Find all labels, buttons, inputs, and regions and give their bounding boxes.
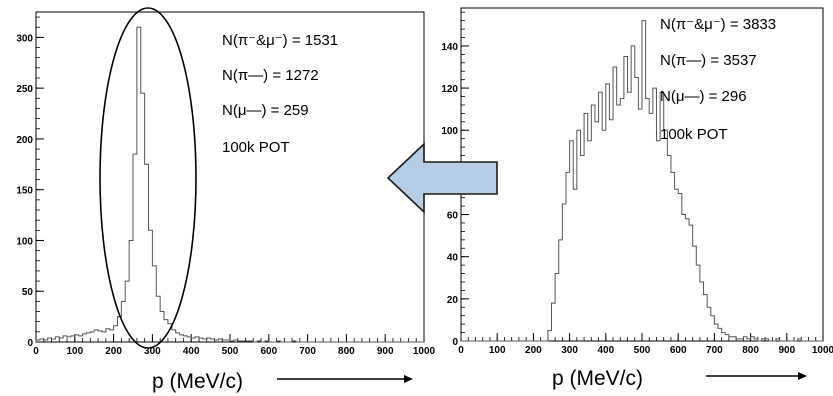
left-plot-frame xyxy=(35,11,425,343)
left-x-axis-title: p (MeV/c) xyxy=(152,370,243,393)
left-x-axis-ticks: 0 100 200 300 400 500 600 700 800 900 1000 xyxy=(33,334,436,357)
y-tick-label: 50 xyxy=(22,287,34,298)
right-histogram-panel: 020406080100120140 010020030040050060070… xyxy=(441,7,833,356)
y-tick-label: 20 xyxy=(447,295,459,306)
y-tick-label: 60 xyxy=(447,211,459,222)
x-tick-label: 700 xyxy=(706,345,723,356)
y-tick-label: 250 xyxy=(16,84,33,95)
right-annotation-total: N(π⁻&μ⁻) = 3833 xyxy=(660,16,776,33)
x-tick-label: 900 xyxy=(778,345,795,356)
left-histogram-series xyxy=(35,26,424,343)
y-tick-label: 0 xyxy=(452,337,458,348)
right-x-axis-title: p (MeV/c) xyxy=(552,367,643,390)
right-histogram-series xyxy=(461,20,823,342)
y-tick-label: 40 xyxy=(447,253,459,264)
y-tick-label: 300 xyxy=(16,33,33,44)
peak-highlight-ellipse xyxy=(99,7,197,349)
x-tick-label: 600 xyxy=(670,345,687,356)
x-tick-label: 200 xyxy=(105,346,122,357)
y-tick-label: 200 xyxy=(16,135,33,146)
x-tick-label: 500 xyxy=(222,346,239,357)
x-tick-label: 200 xyxy=(525,345,542,356)
x-tick-label: 700 xyxy=(299,346,316,357)
x-tick-label: 400 xyxy=(597,345,614,356)
y-tick-label: 0 xyxy=(27,338,33,349)
left-x-title-group: p (MeV/c) xyxy=(152,370,413,393)
left-annotation-pot: 100k POT xyxy=(222,139,290,156)
left-arrow-icon xyxy=(386,142,498,214)
x-tick-label: 300 xyxy=(144,346,161,357)
y-tick-label: 100 xyxy=(441,126,458,137)
x-tick-label: 600 xyxy=(260,346,277,357)
y-tick-label: 150 xyxy=(16,186,33,197)
x-tick-label: 1000 xyxy=(812,345,833,356)
x-tick-label: 1000 xyxy=(413,346,436,357)
x-tick-label: 400 xyxy=(183,346,200,357)
y-tick-label: 120 xyxy=(441,84,458,95)
y-tick-label: 100 xyxy=(16,236,33,247)
x-tick-label: 500 xyxy=(634,345,651,356)
x-tick-label: 800 xyxy=(338,346,355,357)
x-tick-label: 100 xyxy=(66,346,83,357)
x-tick-label: 100 xyxy=(489,345,506,356)
x-tick-label: 0 xyxy=(33,346,39,357)
left-x-direction-arrowhead-icon xyxy=(404,375,413,383)
x-tick-label: 300 xyxy=(561,345,578,356)
left-annotation-muon: N(μ—) = 259 xyxy=(222,102,309,119)
right-x-direction-arrowhead-icon xyxy=(798,372,807,380)
left-y-axis-ticks: 0 50 100 150 200 250 300 xyxy=(16,16,44,349)
left-annotation-total: N(π⁻&μ⁻) = 1531 xyxy=(222,32,338,49)
x-tick-label: 800 xyxy=(742,345,759,356)
x-tick-label: 900 xyxy=(377,346,394,357)
y-tick-label: 140 xyxy=(441,42,458,53)
right-annotation-muon: N(μ—) = 296 xyxy=(660,88,747,105)
right-annotation-pot: 100k POT xyxy=(660,126,728,143)
left-histogram-panel: 0 50 100 150 200 250 300 0 100 200 300 400 500 600 70… xyxy=(16,7,436,357)
right-annotation-pion: N(π—) = 3537 xyxy=(660,52,757,69)
x-tick-label: 0 xyxy=(458,345,464,356)
left-annotation-pion: N(π—) = 1272 xyxy=(222,67,319,84)
right-x-title-group: p (MeV/c) xyxy=(552,367,807,390)
